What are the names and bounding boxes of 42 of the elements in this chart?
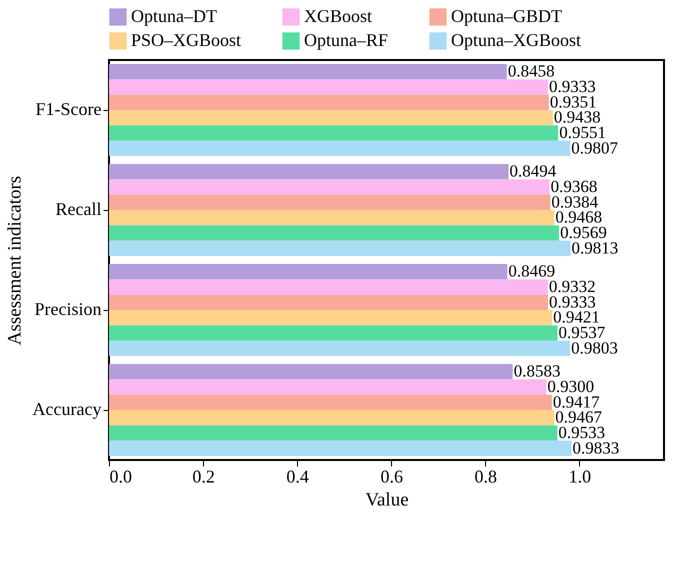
x-tick-label: 1.0 xyxy=(568,466,592,486)
bar xyxy=(109,364,513,380)
x-tick-label: 0.0 xyxy=(110,466,132,486)
y-tick-label: Recall xyxy=(56,199,102,219)
bar xyxy=(109,164,509,180)
legend-label: Optuna–XGBoost xyxy=(451,30,581,50)
bar xyxy=(109,194,550,210)
x-axis-title: Value xyxy=(365,490,409,510)
bar xyxy=(109,394,552,410)
bar xyxy=(109,264,508,280)
y-axis-title: Assessment indicators xyxy=(4,176,26,346)
x-tick-label: 0.8 xyxy=(474,466,498,486)
legend-label: Optuna–RF xyxy=(304,30,388,50)
legend-label: Optuna–DT xyxy=(131,6,217,26)
x-tick-label: 0.2 xyxy=(192,466,215,486)
bar xyxy=(109,379,546,395)
bar xyxy=(109,440,572,456)
bar xyxy=(109,210,554,226)
bar xyxy=(109,140,570,156)
legend-label: XGBoost xyxy=(304,6,372,26)
bar xyxy=(109,340,570,356)
bar xyxy=(109,94,549,110)
y-tick-label: F1-Score xyxy=(36,99,102,119)
legend-label: Optuna–GBDT xyxy=(451,6,562,26)
bar xyxy=(109,110,553,126)
bar xyxy=(109,294,548,310)
x-tick-label: 0.6 xyxy=(380,466,403,486)
x-tick-label: 0.4 xyxy=(286,466,309,486)
bar xyxy=(109,125,558,141)
bar xyxy=(109,225,560,241)
bar xyxy=(109,240,571,256)
bar xyxy=(109,279,548,295)
bar xyxy=(109,310,552,326)
bar xyxy=(109,179,550,195)
bar xyxy=(109,325,558,341)
bar xyxy=(109,79,548,95)
bar xyxy=(109,425,558,441)
legend-label: PSO–XGBoost xyxy=(131,30,242,50)
y-tick-label: Precision xyxy=(34,299,102,319)
y-tick-label: Accuracy xyxy=(32,399,102,419)
bar xyxy=(109,410,554,426)
bar xyxy=(109,64,507,80)
